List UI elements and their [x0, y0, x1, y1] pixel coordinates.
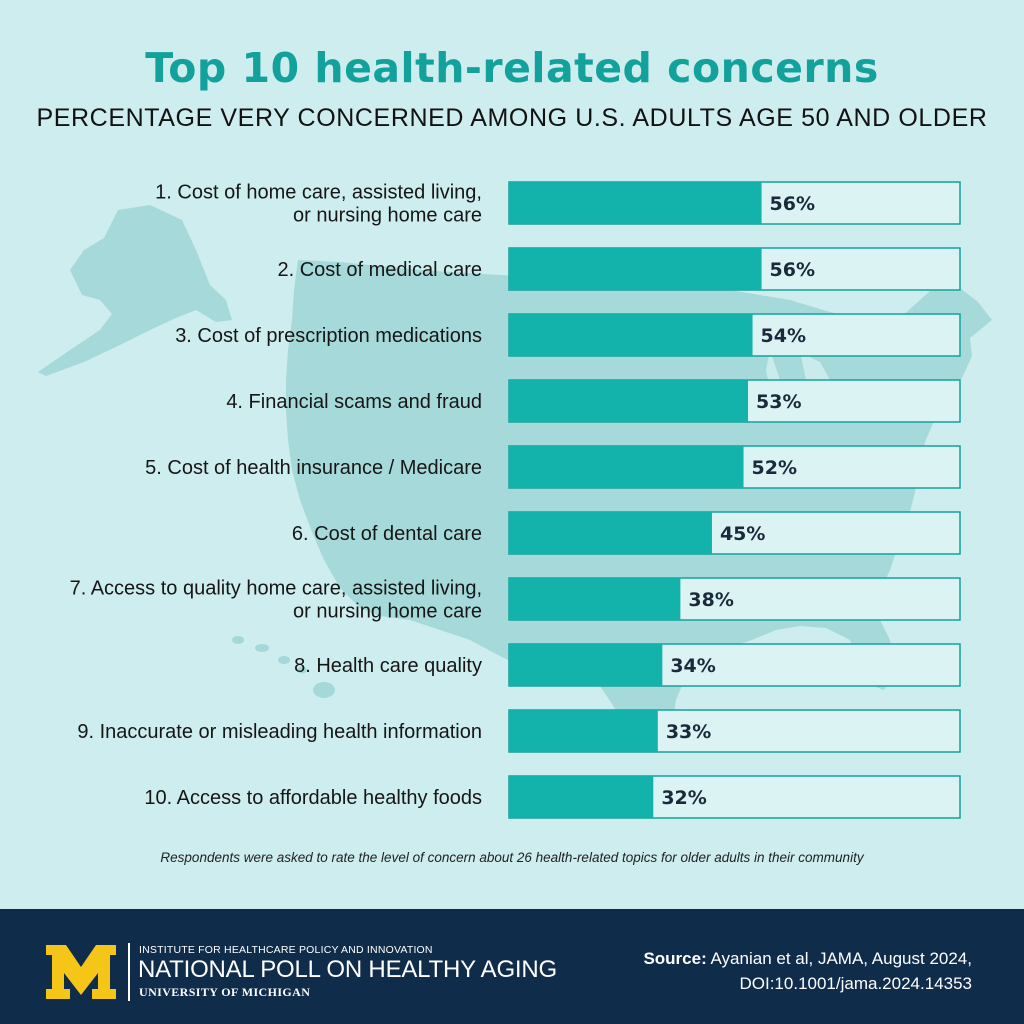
category-label: 5. Cost of health insurance / Medicare — [145, 457, 482, 479]
category-label: 8. Health care quality — [294, 655, 482, 677]
category-label: 7. Access to quality home care, assisted… — [70, 578, 482, 600]
bar-row: 52% 5. Cost of health insurance / Medicar… — [145, 445, 961, 489]
university-logo-m — [46, 945, 116, 999]
source-text: Ayanian et al, JAMA, August 2024, — [706, 949, 972, 968]
bar — [509, 314, 753, 356]
bar — [509, 644, 663, 686]
source-doi: DOI:10.1001/jama.2024.14353 — [739, 974, 972, 993]
bar-row: 54% 3. Cost of prescription medications — [175, 313, 961, 357]
category-label: 1. Cost of home care, assisted living, — [155, 182, 482, 204]
data-label: 32% — [661, 787, 706, 809]
chart-title: Top 10 health-related concerns — [145, 44, 879, 92]
bar-row: 34% 8. Health care quality — [294, 643, 961, 687]
bar — [509, 248, 762, 290]
institute-name: INSTITUTE FOR HEALTHCARE POLICY AND INNO… — [139, 944, 433, 956]
bar-row: 32% 10. Access to affordable healthy food… — [144, 775, 961, 819]
data-label: 38% — [688, 589, 733, 611]
data-label: 34% — [670, 655, 715, 677]
bar-row: 33% 9. Inaccurate or misleading health in… — [77, 709, 961, 753]
category-label: 3. Cost of prescription medications — [175, 325, 482, 347]
bar-row: 56% 1. Cost of home care, assisted living… — [155, 181, 961, 227]
chart-subtitle: PERCENTAGE VERY CONCERNED AMONG U.S. ADU… — [36, 104, 988, 132]
footnote: Respondents were asked to rate the level… — [160, 850, 864, 865]
data-label: 53% — [756, 391, 801, 413]
bar-row: 38% 7. Access to quality home care, assis… — [70, 577, 961, 623]
bar — [509, 776, 654, 818]
data-label: 33% — [666, 721, 711, 743]
source-label: Source: — [643, 949, 707, 968]
bar — [509, 380, 749, 422]
logo-divider — [128, 943, 130, 1001]
bar — [509, 710, 658, 752]
category-label: or nursing home care — [293, 205, 482, 227]
category-label: 4. Financial scams and fraud — [226, 391, 482, 413]
bar — [509, 578, 681, 620]
bar — [509, 182, 762, 224]
bar — [509, 512, 712, 554]
category-label: or nursing home care — [293, 601, 482, 623]
data-label: 52% — [752, 457, 797, 479]
category-label: 6. Cost of dental care — [292, 523, 482, 545]
bar-row: 53% 4. Financial scams and fraud — [226, 379, 961, 423]
bar-row: 56% 2. Cost of medical care — [277, 247, 961, 291]
category-label: 2. Cost of medical care — [277, 259, 482, 281]
data-label: 45% — [720, 523, 765, 545]
bar-row: 45% 6. Cost of dental care — [292, 511, 961, 555]
source-citation: Source: Ayanian et al, JAMA, August 2024… — [643, 949, 972, 969]
university-name: UNIVERSITY OF MICHIGAN — [139, 985, 311, 999]
data-label: 56% — [770, 259, 815, 281]
category-label: 9. Inaccurate or misleading health infor… — [77, 721, 482, 743]
bar — [509, 446, 744, 488]
data-label: 54% — [761, 325, 806, 347]
data-label: 56% — [770, 193, 815, 215]
category-label: 10. Access to affordable healthy foods — [144, 787, 482, 809]
footer-bar: INSTITUTE FOR HEALTHCARE POLICY AND INNO… — [0, 909, 1024, 1024]
poll-name: NATIONAL POLL ON HEALTHY AGING — [138, 956, 558, 983]
